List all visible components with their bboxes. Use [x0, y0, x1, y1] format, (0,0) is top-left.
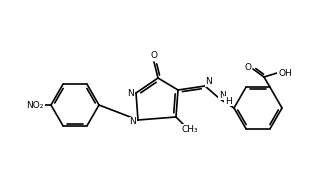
Text: N: N: [219, 90, 226, 99]
Text: CH₃: CH₃: [182, 124, 198, 133]
Text: O: O: [244, 64, 251, 72]
Text: OH: OH: [278, 69, 292, 78]
Text: N: N: [128, 89, 134, 98]
Text: O: O: [151, 50, 158, 59]
Text: NO₂: NO₂: [26, 100, 44, 109]
Text: N: N: [206, 78, 212, 87]
Text: H: H: [225, 97, 231, 106]
Text: N: N: [130, 117, 137, 126]
